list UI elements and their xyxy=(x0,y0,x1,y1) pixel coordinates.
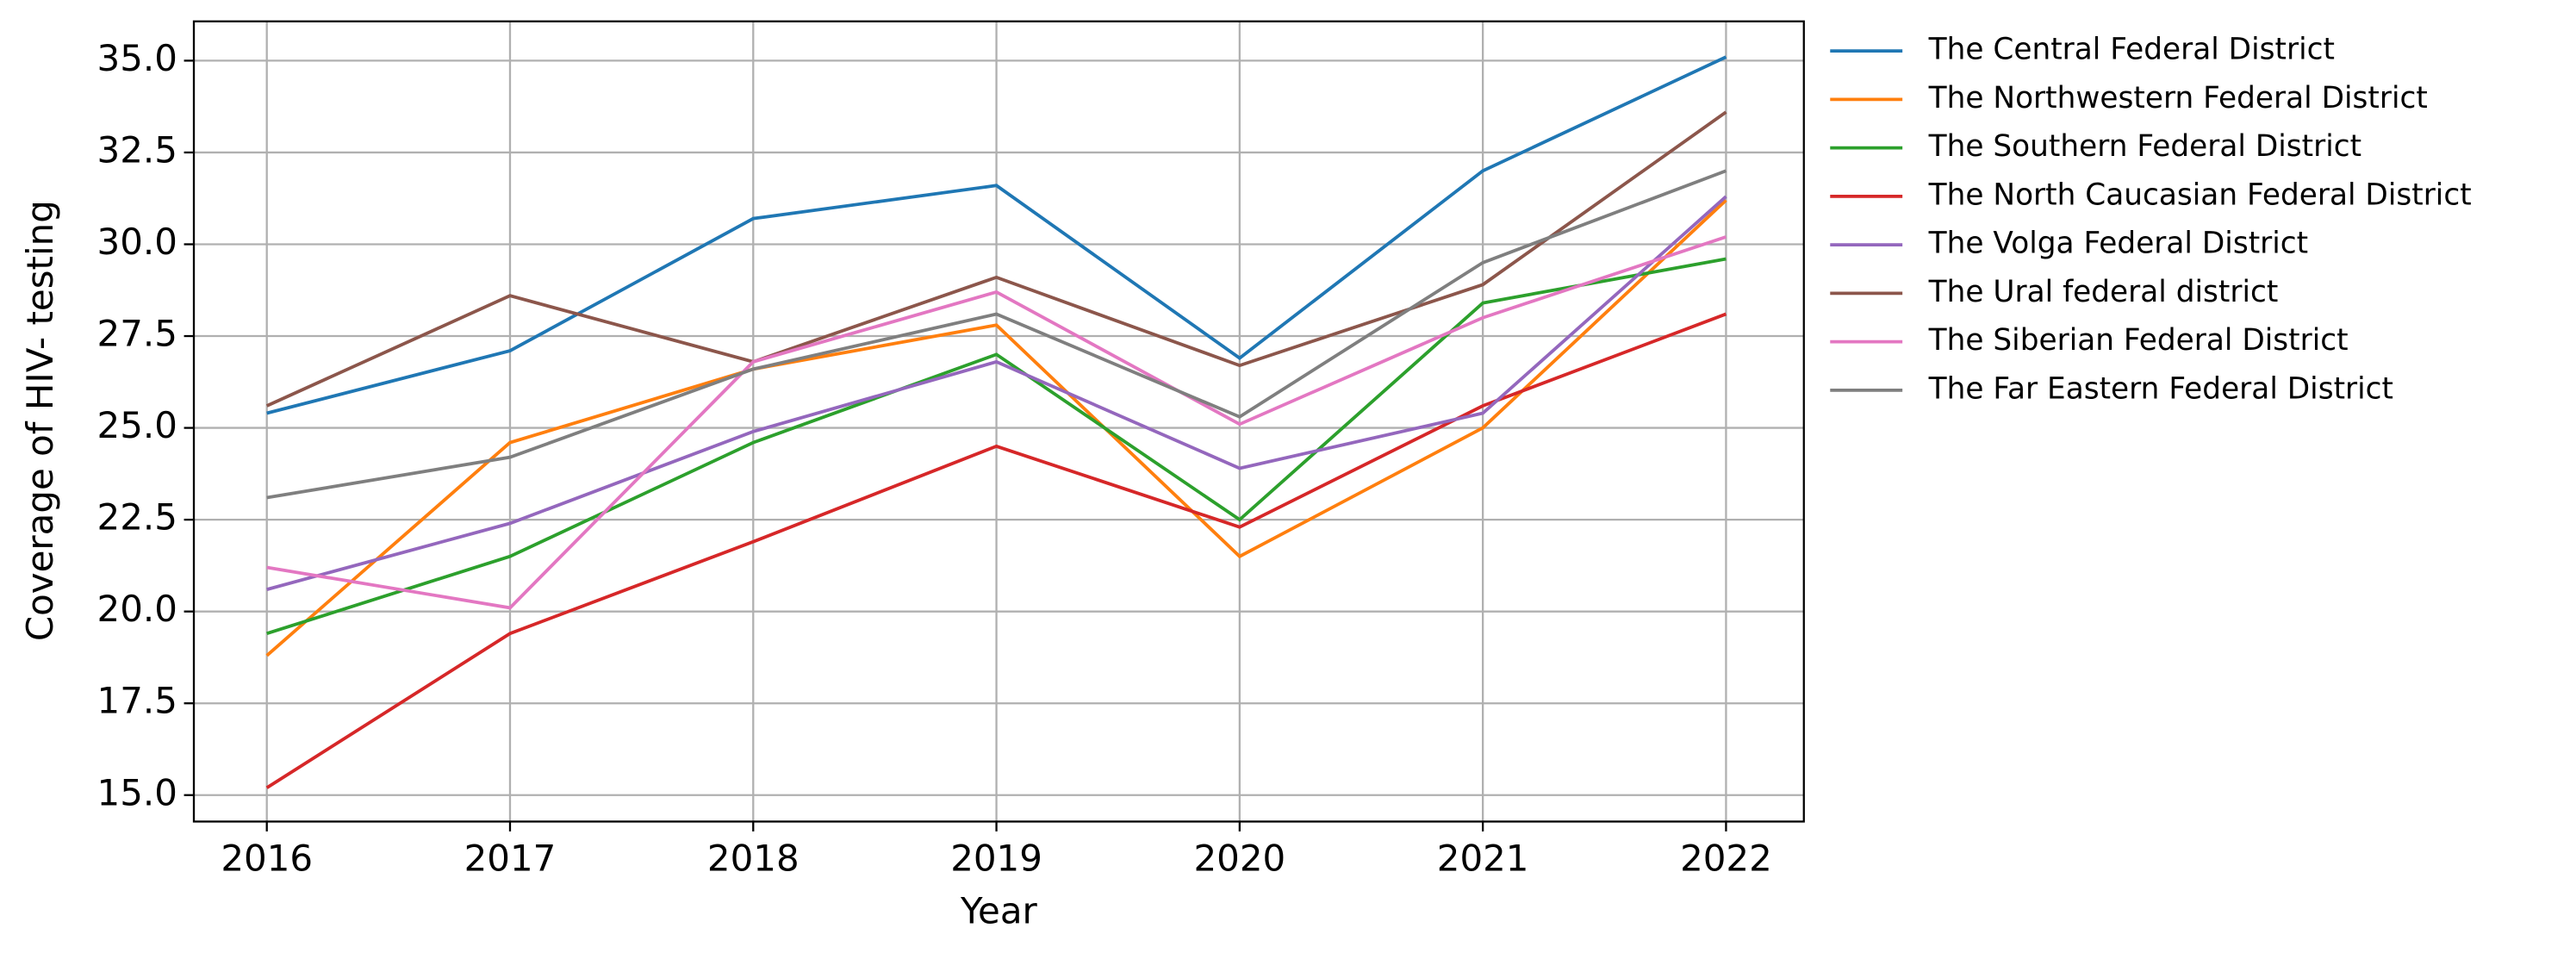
legend-label: The Central Federal District xyxy=(1928,33,2335,67)
y-tick-label: 30.0 xyxy=(97,221,177,263)
plot-frame xyxy=(192,20,1805,823)
legend-label: The Far Eastern Federal District xyxy=(1928,371,2393,406)
x-tick-label: 2022 xyxy=(1680,838,1772,880)
series-line xyxy=(266,195,1727,591)
x-tick-label: 2018 xyxy=(707,838,800,880)
y-tick-label: 35.0 xyxy=(97,37,177,79)
series-line xyxy=(266,235,1727,610)
series-line xyxy=(266,257,1727,636)
x-tick-label: 2020 xyxy=(1193,838,1285,880)
y-tick-label: 32.5 xyxy=(97,128,177,171)
x-tick-label: 2017 xyxy=(464,838,557,880)
x-tick-label: 2019 xyxy=(950,838,1042,880)
y-tick-label: 20.0 xyxy=(97,588,177,630)
legend-label: The Volga Federal District xyxy=(1928,227,2308,261)
legend-label: The Northwestern Federal District xyxy=(1928,81,2428,115)
x-tick-label: 2016 xyxy=(221,838,313,880)
series-line xyxy=(265,312,1727,789)
series-line xyxy=(266,169,1727,500)
legend-label: The Southern Federal District xyxy=(1928,129,2361,164)
y-tick-label: 15.0 xyxy=(97,771,177,813)
x-tick-label: 2021 xyxy=(1437,838,1529,880)
series-line xyxy=(265,110,1727,408)
series-line xyxy=(265,198,1727,657)
y-tick-label: 17.5 xyxy=(97,680,177,722)
y-tick-label: 25.0 xyxy=(97,404,177,446)
y-tick-label: 22.5 xyxy=(97,496,177,539)
y-axis-label: Coverage of HIV- testing xyxy=(19,200,61,641)
legend-label: The Siberian Federal District xyxy=(1928,323,2349,358)
legend-label: The Ural federal district xyxy=(1928,275,2279,309)
series-line xyxy=(266,55,1727,415)
x-axis-label: Year xyxy=(960,890,1038,932)
y-tick-label: 27.5 xyxy=(97,313,177,355)
legend-label: The North Caucasian Federal District xyxy=(1928,178,2472,212)
